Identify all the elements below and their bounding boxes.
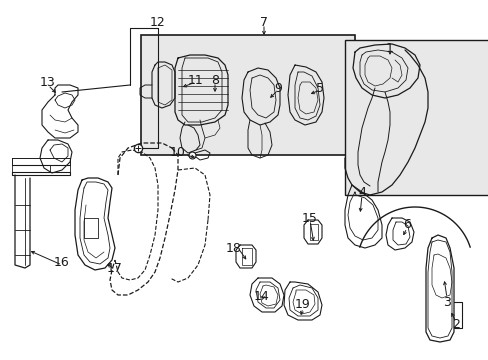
Text: 1: 1 (385, 41, 393, 54)
Text: 11: 11 (188, 73, 203, 86)
Text: 8: 8 (210, 73, 219, 86)
Text: 5: 5 (315, 81, 324, 94)
Text: 2: 2 (451, 319, 459, 332)
Text: 15: 15 (302, 211, 317, 225)
Text: 18: 18 (225, 242, 242, 255)
Text: 16: 16 (54, 256, 70, 269)
Text: 9: 9 (273, 81, 282, 94)
Text: 19: 19 (295, 298, 310, 311)
Bar (141, 35, 354, 155)
Text: 17: 17 (107, 261, 122, 274)
Text: 14: 14 (254, 289, 269, 302)
Bar (345, 40, 488, 195)
Text: 3: 3 (442, 296, 450, 309)
Text: 4: 4 (357, 185, 365, 198)
Text: 12: 12 (150, 15, 165, 28)
Text: 13: 13 (40, 76, 56, 89)
Text: 10: 10 (170, 147, 185, 159)
Text: 6: 6 (402, 219, 410, 231)
Text: 7: 7 (260, 15, 267, 28)
